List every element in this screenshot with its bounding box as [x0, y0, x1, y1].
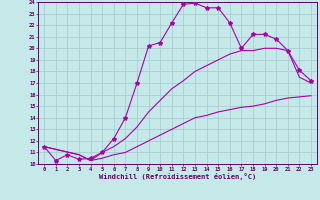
X-axis label: Windchill (Refroidissement éolien,°C): Windchill (Refroidissement éolien,°C) [99, 173, 256, 180]
